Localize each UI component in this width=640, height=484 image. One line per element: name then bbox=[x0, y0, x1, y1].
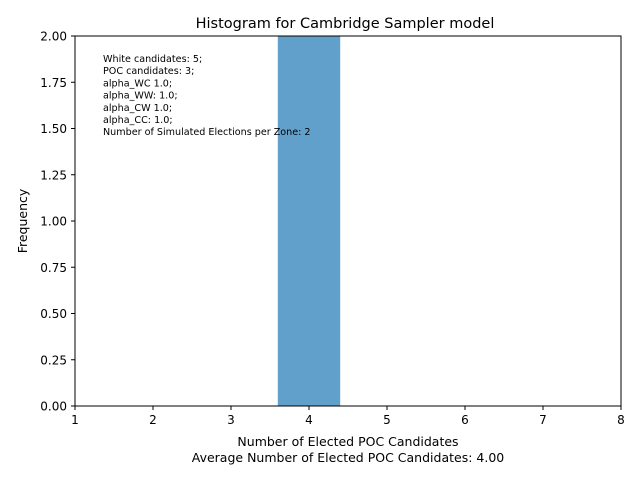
x-tick-label: 1 bbox=[71, 413, 79, 427]
x-tick-label: 7 bbox=[539, 413, 547, 427]
y-tick-label: 1.75 bbox=[40, 76, 67, 90]
x-tick-label: 6 bbox=[461, 413, 469, 427]
chart-title: Histogram for Cambridge Sampler model bbox=[196, 16, 495, 32]
x-tick-label: 4 bbox=[305, 413, 313, 427]
x-tick-label: 5 bbox=[383, 413, 391, 427]
histogram-bar bbox=[277, 36, 341, 406]
y-axis-label: Frequency bbox=[15, 188, 30, 253]
x-axis-label: Number of Elected POC Candidates bbox=[237, 434, 458, 449]
y-tick-label: 2.00 bbox=[40, 30, 67, 44]
annotation-line: POC candidates: 3; bbox=[103, 66, 194, 77]
bars-group bbox=[277, 36, 341, 406]
annotation-line: alpha_WC 1.0; bbox=[103, 78, 172, 89]
x-tick-label: 8 bbox=[617, 413, 625, 427]
annotation-line: alpha_CW 1.0; bbox=[103, 103, 172, 114]
y-tick-label: 0.00 bbox=[40, 400, 67, 414]
x-tick-label: 2 bbox=[149, 413, 157, 427]
annotation-line: White candidates: 5; bbox=[103, 54, 202, 65]
y-tick-label: 1.25 bbox=[40, 168, 67, 182]
annotation-line: alpha_CC: 1.0; bbox=[103, 115, 173, 126]
y-tick-label: 0.50 bbox=[40, 307, 67, 321]
y-tick-label: 0.25 bbox=[40, 353, 67, 367]
annotation-line: Number of Simulated Elections per Zone: … bbox=[103, 127, 311, 138]
y-tick-label: 0.75 bbox=[40, 261, 67, 275]
x-tick-label: 3 bbox=[227, 413, 235, 427]
x-axis-ticks: 1 2 3 4 5 6 7 8 bbox=[71, 406, 625, 427]
y-tick-label: 1.00 bbox=[40, 215, 67, 229]
x-axis-secondary-label: Average Number of Elected POC Candidates… bbox=[192, 450, 505, 465]
annotation-block: White candidates: 5;POC candidates: 3;al… bbox=[103, 54, 311, 138]
annotation-line: alpha_WW: 1.0; bbox=[103, 91, 178, 102]
y-axis-ticks: 0.00 0.25 0.50 0.75 1.00 1.25 1.50 1.75 2.00 bbox=[40, 30, 75, 414]
y-tick-label: 1.50 bbox=[40, 122, 67, 136]
